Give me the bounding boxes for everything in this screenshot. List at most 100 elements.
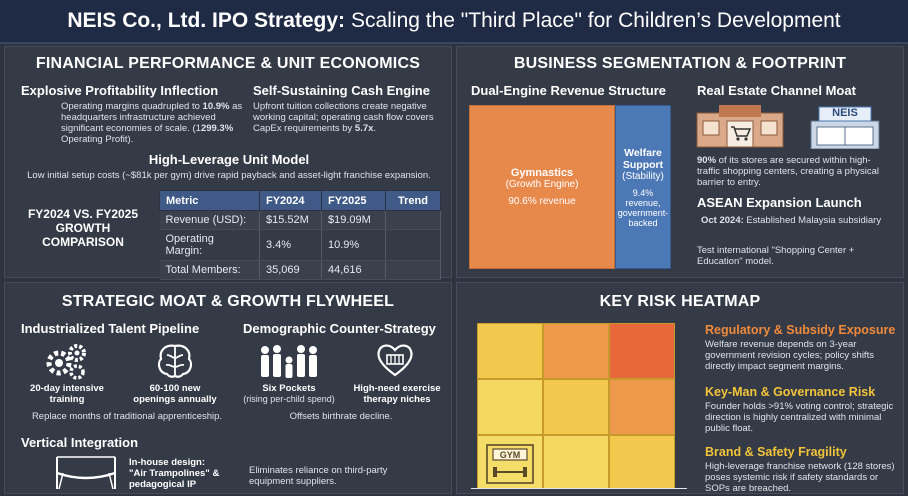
metrics-cell bbox=[385, 210, 441, 230]
gymnastics-segment: Gymnastics (Growth Engine) 90.6% revenue bbox=[469, 105, 615, 269]
gears-icon bbox=[46, 344, 86, 380]
heatmap-x-axis bbox=[471, 488, 687, 489]
metrics-cell: Revenue (USD): bbox=[159, 210, 260, 230]
strategic-panel-title: STRATEGIC MOAT & GROWTH FLYWHEEL bbox=[61, 293, 395, 310]
keyman-risk-title: Key-Man & Governance Risk bbox=[705, 385, 876, 399]
metrics-header-row: Metric FY2024 FY2025 Trend bbox=[159, 190, 441, 211]
heat-cell bbox=[543, 379, 609, 435]
heat-cell bbox=[609, 379, 675, 435]
business-panel: BUSINESS SEGMENTATION & FOOTPRINT Dual-E… bbox=[456, 46, 904, 278]
table-row: Revenue (USD): $15.52M $19.09M bbox=[159, 210, 441, 230]
page-title: NEIS Co., Ltd. IPO Strategy: Scaling the… bbox=[0, 0, 908, 44]
heat-cell bbox=[477, 435, 543, 489]
welfare-segment-sub: (Stability) bbox=[622, 170, 664, 182]
heat-cell bbox=[477, 379, 543, 435]
risk-heatmap: GYM bbox=[477, 323, 675, 489]
pockets-sub: (rising per-child spend) bbox=[243, 394, 335, 404]
metrics-col-fy2024: FY2024 bbox=[259, 190, 322, 211]
table-row: Total Members: 35,069 44,616 bbox=[159, 260, 441, 280]
neis-storefront-icon bbox=[810, 106, 880, 149]
family-icon bbox=[261, 345, 317, 378]
metrics-cell: 44,616 bbox=[321, 260, 386, 280]
unit-model-heading: High-Leverage Unit Model bbox=[148, 152, 310, 167]
metrics-cell: $19.09M bbox=[321, 210, 386, 230]
talent-pipeline-heading: Industrialized Talent Pipeline bbox=[21, 321, 200, 336]
asean-note: Test international "Shopping Center + Ed… bbox=[697, 245, 855, 267]
strategic-panel: STRATEGIC MOAT & GROWTH FLYWHEEL Industr… bbox=[4, 282, 452, 494]
training-label: 20-day intensive training bbox=[30, 383, 104, 405]
profit-growth: 299.3% bbox=[200, 123, 234, 134]
welfare-segment-share: 9.4% revenue, government-backed bbox=[617, 187, 669, 228]
gym-segment-share: 90.6% revenue bbox=[508, 196, 576, 207]
profit-value: 10.9% bbox=[202, 101, 230, 112]
store-sign: NEIS bbox=[832, 107, 858, 119]
business-panel-title: BUSINESS SEGMENTATION & FOOTPRINT bbox=[513, 55, 847, 72]
channel-moat-heading: Real Estate Channel Moat bbox=[697, 83, 856, 98]
welfare-segment-name: Welfare Support bbox=[622, 146, 664, 171]
table-row: Operating Margin: 3.4% 10.9% bbox=[159, 229, 441, 261]
demographic-text: Offsets birthrate decline. bbox=[289, 411, 393, 422]
heat-cell bbox=[477, 323, 543, 379]
welfare-segment: Welfare Support (Stability) 9.4% revenue… bbox=[615, 105, 671, 269]
metrics-cell: Operating Margin: bbox=[159, 229, 260, 261]
brand-risk-text: High-leverage franchise network (128 sto… bbox=[705, 461, 895, 494]
regulatory-risk-title: Regulatory & Subsidy Exposure bbox=[705, 323, 896, 337]
moat-text: of its stores are secured within high-tr… bbox=[697, 155, 880, 188]
moat-value: 90% bbox=[697, 155, 717, 166]
metrics-cell: 3.4% bbox=[259, 229, 322, 261]
cash-text-1: Upfront tuition collections create negat… bbox=[253, 101, 434, 134]
financial-panel: FINANCIAL PERFORMANCE & UNIT ECONOMICS E… bbox=[4, 46, 452, 280]
heat-cell bbox=[609, 323, 675, 379]
heat-cell bbox=[543, 435, 609, 489]
metrics-cell: 10.9% bbox=[321, 229, 386, 261]
vertical-text: Eliminates reliance on third-party equip… bbox=[249, 465, 388, 487]
regulatory-risk-text: Welfare revenue depends on 3-year govern… bbox=[705, 339, 874, 372]
gym-building-icon bbox=[486, 444, 534, 484]
profit-text-3: Operating Profit). bbox=[61, 134, 134, 145]
profit-text-1: Operating margins quadrupled to bbox=[61, 101, 200, 112]
inhouse-label: In-house design: "Air Trampolines" & ped… bbox=[129, 457, 220, 490]
cash-engine-text: Upfront tuition collections create negat… bbox=[253, 101, 449, 134]
cash-text-2: . bbox=[373, 123, 377, 134]
therapy-label: High-need exercise therapy niches bbox=[353, 383, 441, 405]
demographic-heading: Demographic Counter-Strategy bbox=[243, 321, 436, 336]
asean-date: Oct 2024: bbox=[701, 215, 744, 226]
comparison-label: FY2024 VS. FY2025 GROWTH COMPARISON bbox=[27, 207, 139, 249]
risk-panel: KEY RISK HEATMAP GYM Regulatory & Subsid… bbox=[456, 282, 904, 494]
trampoline-icon bbox=[56, 456, 116, 490]
heat-cell bbox=[609, 435, 675, 489]
gym-segment-sub: (Growth Engine) bbox=[505, 179, 579, 190]
heart-crib-icon bbox=[377, 344, 413, 377]
pockets-label: Six Pockets bbox=[262, 383, 316, 394]
metrics-cell: 35,069 bbox=[259, 260, 322, 280]
brand-risk-title: Brand & Safety Fragility bbox=[705, 445, 847, 459]
financial-panel-title: FINANCIAL PERFORMANCE & UNIT ECONOMICS bbox=[35, 55, 421, 72]
profit-text-2: as headquarters infrastructure achieved … bbox=[61, 101, 243, 134]
profitability-text: Operating margins quadrupled to 10.9% as… bbox=[61, 101, 251, 145]
title-bold: NEIS Co., Ltd. IPO Strategy: bbox=[67, 9, 346, 32]
revenue-structure-heading: Dual-Engine Revenue Structure bbox=[471, 83, 667, 98]
asean-subsidiary-text: Established Malaysia subsidiary bbox=[746, 215, 882, 226]
brain-icon bbox=[157, 344, 193, 378]
openings-label: 60-100 new openings annually bbox=[133, 383, 217, 405]
metrics-col-metric: Metric bbox=[159, 190, 260, 211]
heat-cell bbox=[543, 323, 609, 379]
keyman-risk-text: Founder holds >91% voting control; strat… bbox=[705, 401, 894, 434]
metrics-cell: $15.52M bbox=[259, 210, 322, 230]
vertical-integration-heading: Vertical Integration bbox=[21, 435, 139, 450]
talent-text: Replace months of traditional apprentice… bbox=[31, 411, 223, 422]
cash-engine-heading: Self-Sustaining Cash Engine bbox=[253, 83, 430, 98]
channel-moat-text: 90% of its stores are secured within hig… bbox=[697, 155, 893, 188]
metrics-cell: Total Members: bbox=[159, 260, 260, 280]
metrics-cell bbox=[385, 260, 441, 280]
gym-segment-name: Gymnastics bbox=[510, 167, 574, 179]
shopping-cart-store-icon bbox=[696, 105, 784, 148]
gym-sign: GYM bbox=[499, 450, 521, 460]
cash-value: 5.7x bbox=[354, 123, 374, 134]
risk-panel-title: KEY RISK HEATMAP bbox=[599, 293, 761, 310]
unit-model-text: Low initial setup costs (~$81k per gym) … bbox=[27, 170, 431, 181]
title-rest: Scaling the "Third Place" for Children’s… bbox=[351, 9, 841, 32]
metrics-cell bbox=[385, 229, 441, 261]
metrics-col-trend: Trend bbox=[385, 190, 441, 211]
asean-text: Oct 2024: Established Malaysia subsidiar… bbox=[701, 215, 897, 226]
